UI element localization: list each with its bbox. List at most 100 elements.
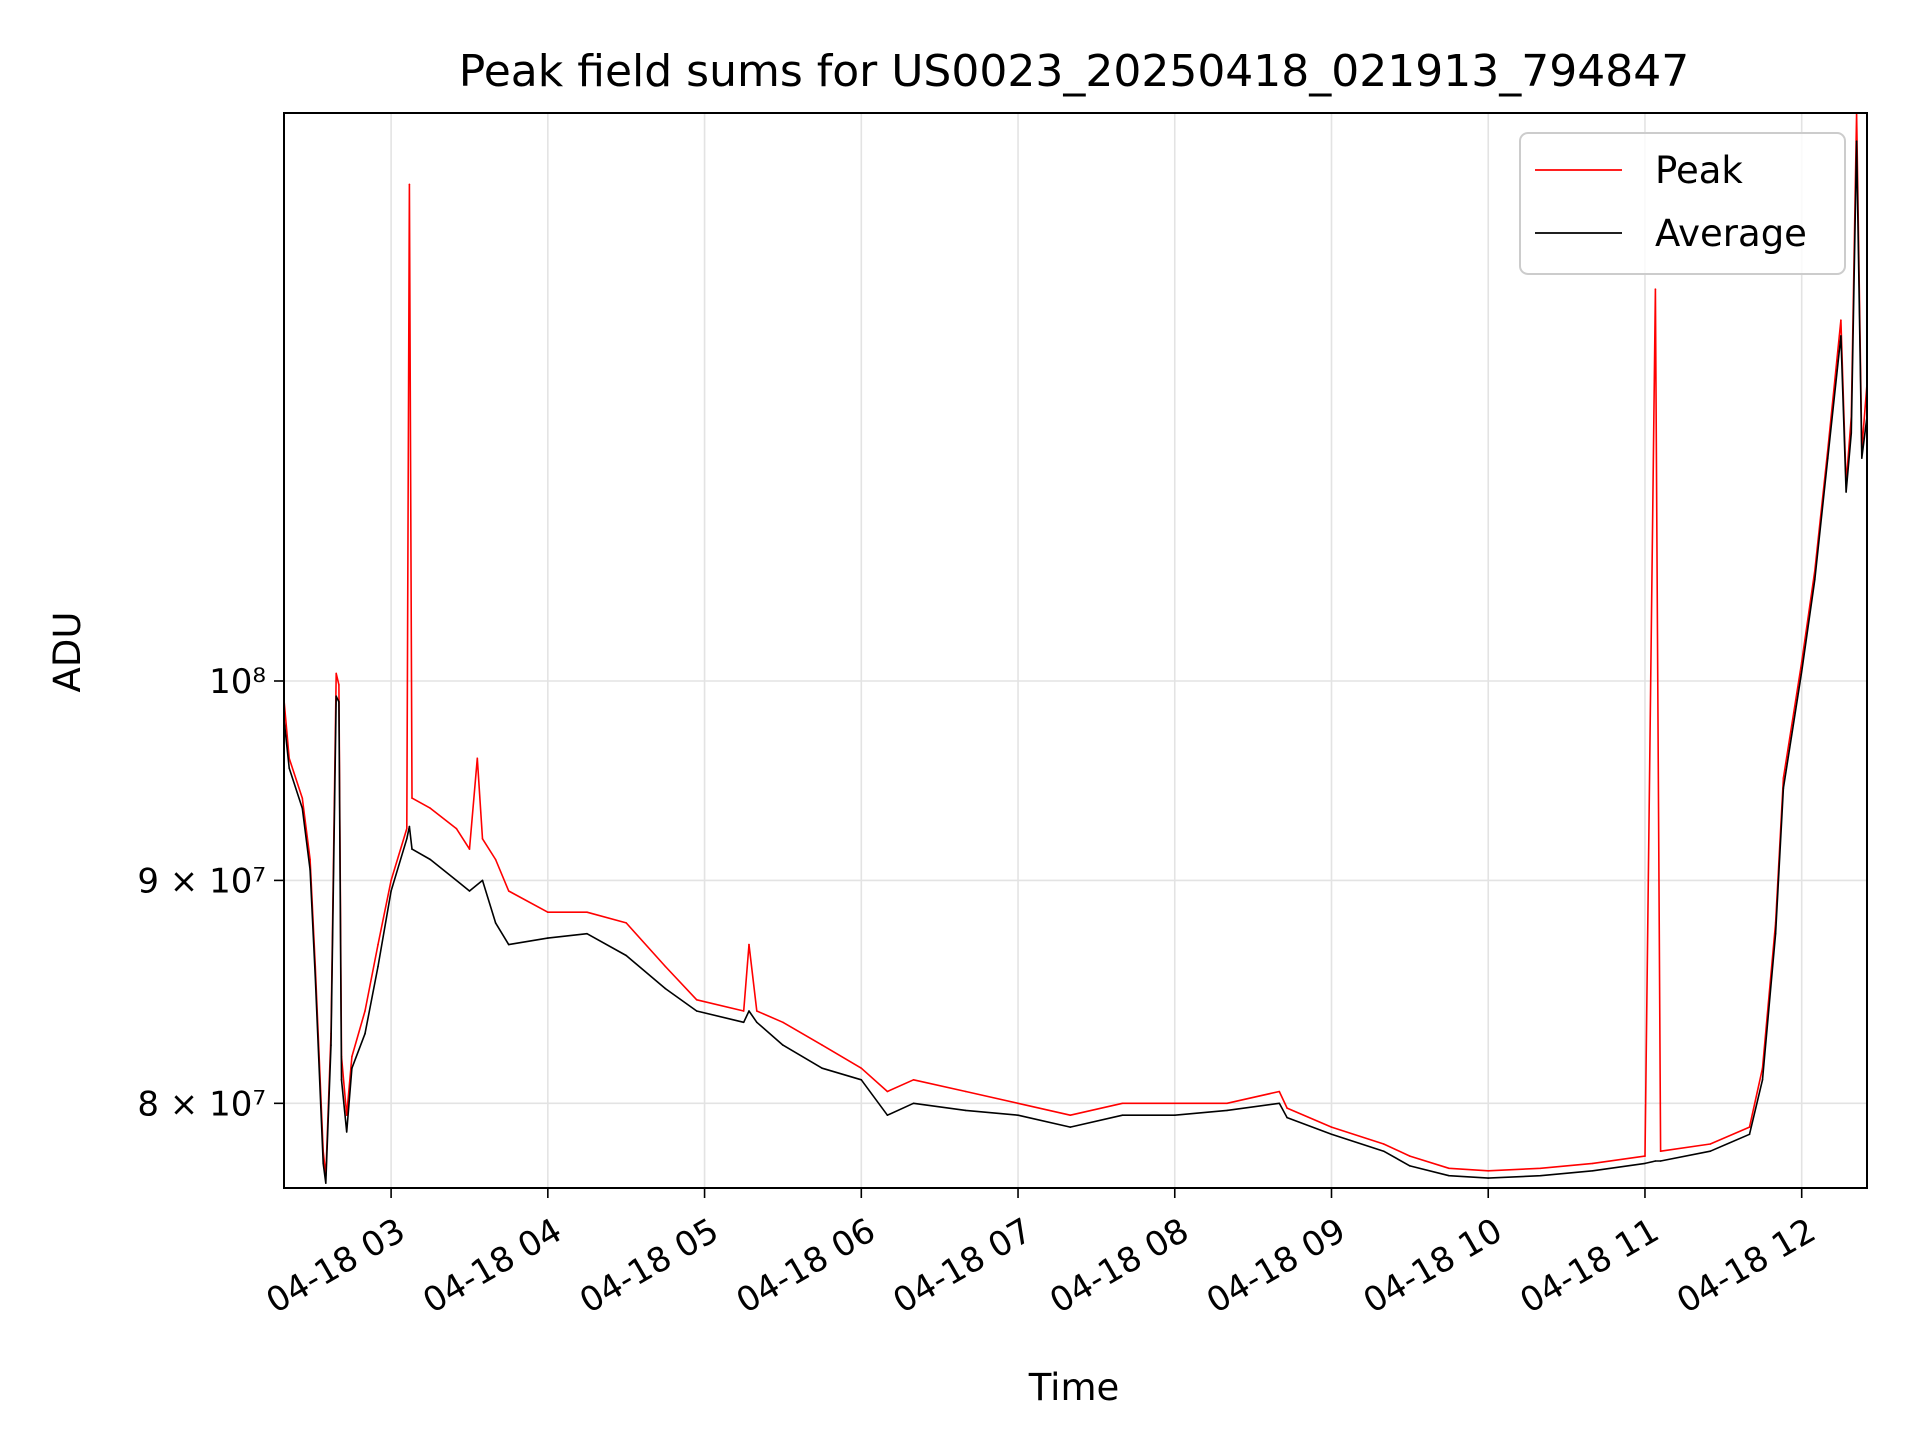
data-point-average — [1382, 1150, 1385, 1152]
data-point-peak — [821, 1044, 823, 1046]
data-point-peak — [1382, 1143, 1385, 1145]
data-point-average — [586, 932, 588, 935]
data-point-peak — [406, 827, 408, 830]
data-point-peak — [1409, 1155, 1411, 1157]
data-point-peak — [782, 1021, 784, 1024]
data-point-average — [322, 1162, 325, 1165]
data-point-peak — [1644, 1155, 1646, 1157]
data-point-average — [455, 879, 458, 882]
data-point-peak — [1174, 1102, 1176, 1105]
data-point-average — [364, 1032, 366, 1035]
data-point-peak — [301, 797, 304, 799]
data-point-peak — [886, 1090, 889, 1093]
data-point-average — [1330, 1133, 1333, 1136]
data-point-average — [468, 890, 471, 892]
data-point-peak — [338, 684, 340, 686]
data-point-average — [330, 1044, 332, 1046]
data-point-peak — [345, 1114, 348, 1116]
data-point-average — [1539, 1174, 1542, 1177]
data-point-average — [748, 1010, 750, 1012]
legend-label-peak: Peak — [1655, 149, 1743, 192]
data-point-peak — [1659, 1150, 1662, 1152]
data-point-peak — [756, 1010, 758, 1012]
data-point-average — [1861, 457, 1863, 459]
data-point-average — [1774, 932, 1777, 935]
data-point-peak — [411, 797, 413, 799]
data-point-peak — [748, 943, 750, 946]
y-tick-label: 10⁸ — [209, 662, 266, 702]
x-axis-label: Time — [1028, 1366, 1120, 1409]
data-point-average — [345, 1131, 348, 1133]
data-point-average — [301, 807, 304, 809]
legend-label-average: Average — [1655, 212, 1807, 255]
data-point-average — [965, 1109, 967, 1112]
data-point-peak — [351, 1055, 353, 1058]
data-point-peak — [695, 999, 698, 1001]
data-point-peak — [1591, 1162, 1594, 1165]
data-point-average — [411, 848, 413, 850]
legend: Peak Average — [1519, 132, 1846, 275]
data-point-peak — [1121, 1102, 1124, 1105]
data-point-average — [1286, 1116, 1288, 1119]
data-point-peak — [1487, 1170, 1489, 1172]
data-point-average — [695, 1010, 698, 1012]
data-point-average — [377, 965, 379, 968]
data-point-average — [325, 1182, 327, 1184]
chart-title: Peak field sums for US0023_20250418_0219… — [459, 46, 1689, 97]
data-point-average — [1591, 1170, 1594, 1172]
data-point-average — [860, 1079, 863, 1081]
data-point-peak — [468, 848, 471, 850]
data-point-peak — [586, 911, 588, 913]
data-point-peak — [429, 807, 432, 809]
data-point-average — [507, 943, 510, 946]
data-point-average — [338, 701, 340, 703]
data-point-average — [390, 890, 392, 892]
data-point-average — [1121, 1114, 1124, 1116]
data-point-average — [1017, 1114, 1019, 1116]
data-point-average — [351, 1067, 353, 1069]
series-line-average — [283, 140, 1868, 1184]
data-point-average — [1069, 1126, 1072, 1128]
data-point-average — [494, 922, 497, 924]
data-point-average — [1850, 432, 1853, 434]
data-point-peak — [1800, 661, 1803, 663]
data-point-average — [1855, 140, 1858, 142]
data-point-average — [309, 869, 311, 871]
data-point-peak — [547, 911, 549, 913]
data-point-average — [1845, 491, 1847, 493]
data-point-peak — [335, 672, 338, 675]
data-point-peak — [1709, 1143, 1712, 1145]
data-point-peak — [860, 1067, 863, 1069]
data-point-peak — [1448, 1167, 1450, 1170]
data-point-average — [1654, 1160, 1657, 1162]
data-point-peak — [408, 183, 411, 186]
grid — [284, 113, 1867, 1188]
data-point-peak — [742, 1010, 745, 1012]
data-point-peak — [481, 838, 484, 840]
y-tick-label: 8 × 10⁷ — [137, 1084, 266, 1124]
data-point-peak — [476, 757, 479, 760]
data-point-average — [314, 976, 317, 979]
data-point-average — [1827, 457, 1829, 459]
legend-box — [1519, 132, 1846, 275]
data-point-average — [408, 825, 411, 828]
data-point-peak — [1226, 1102, 1228, 1105]
data-point-average — [1226, 1109, 1228, 1112]
data-point-average — [886, 1114, 889, 1116]
y-axis: 8 × 10⁷ 9 × 10⁷ 10⁸ — [137, 662, 284, 1124]
data-point-average — [912, 1102, 915, 1105]
data-point-peak — [965, 1090, 967, 1093]
data-point-average — [1800, 670, 1803, 673]
data-point-peak — [364, 1010, 366, 1012]
data-point-average — [1659, 1160, 1662, 1162]
data-point-peak — [1286, 1107, 1288, 1109]
data-point-average — [288, 767, 291, 769]
data-point-peak — [507, 890, 510, 892]
data-point-peak — [455, 827, 458, 830]
plot-frame — [283, 112, 1868, 1189]
data-point-average — [481, 879, 484, 882]
data-point-peak — [664, 965, 667, 968]
data-point-peak — [1278, 1090, 1281, 1093]
data-point-peak — [1330, 1126, 1333, 1128]
